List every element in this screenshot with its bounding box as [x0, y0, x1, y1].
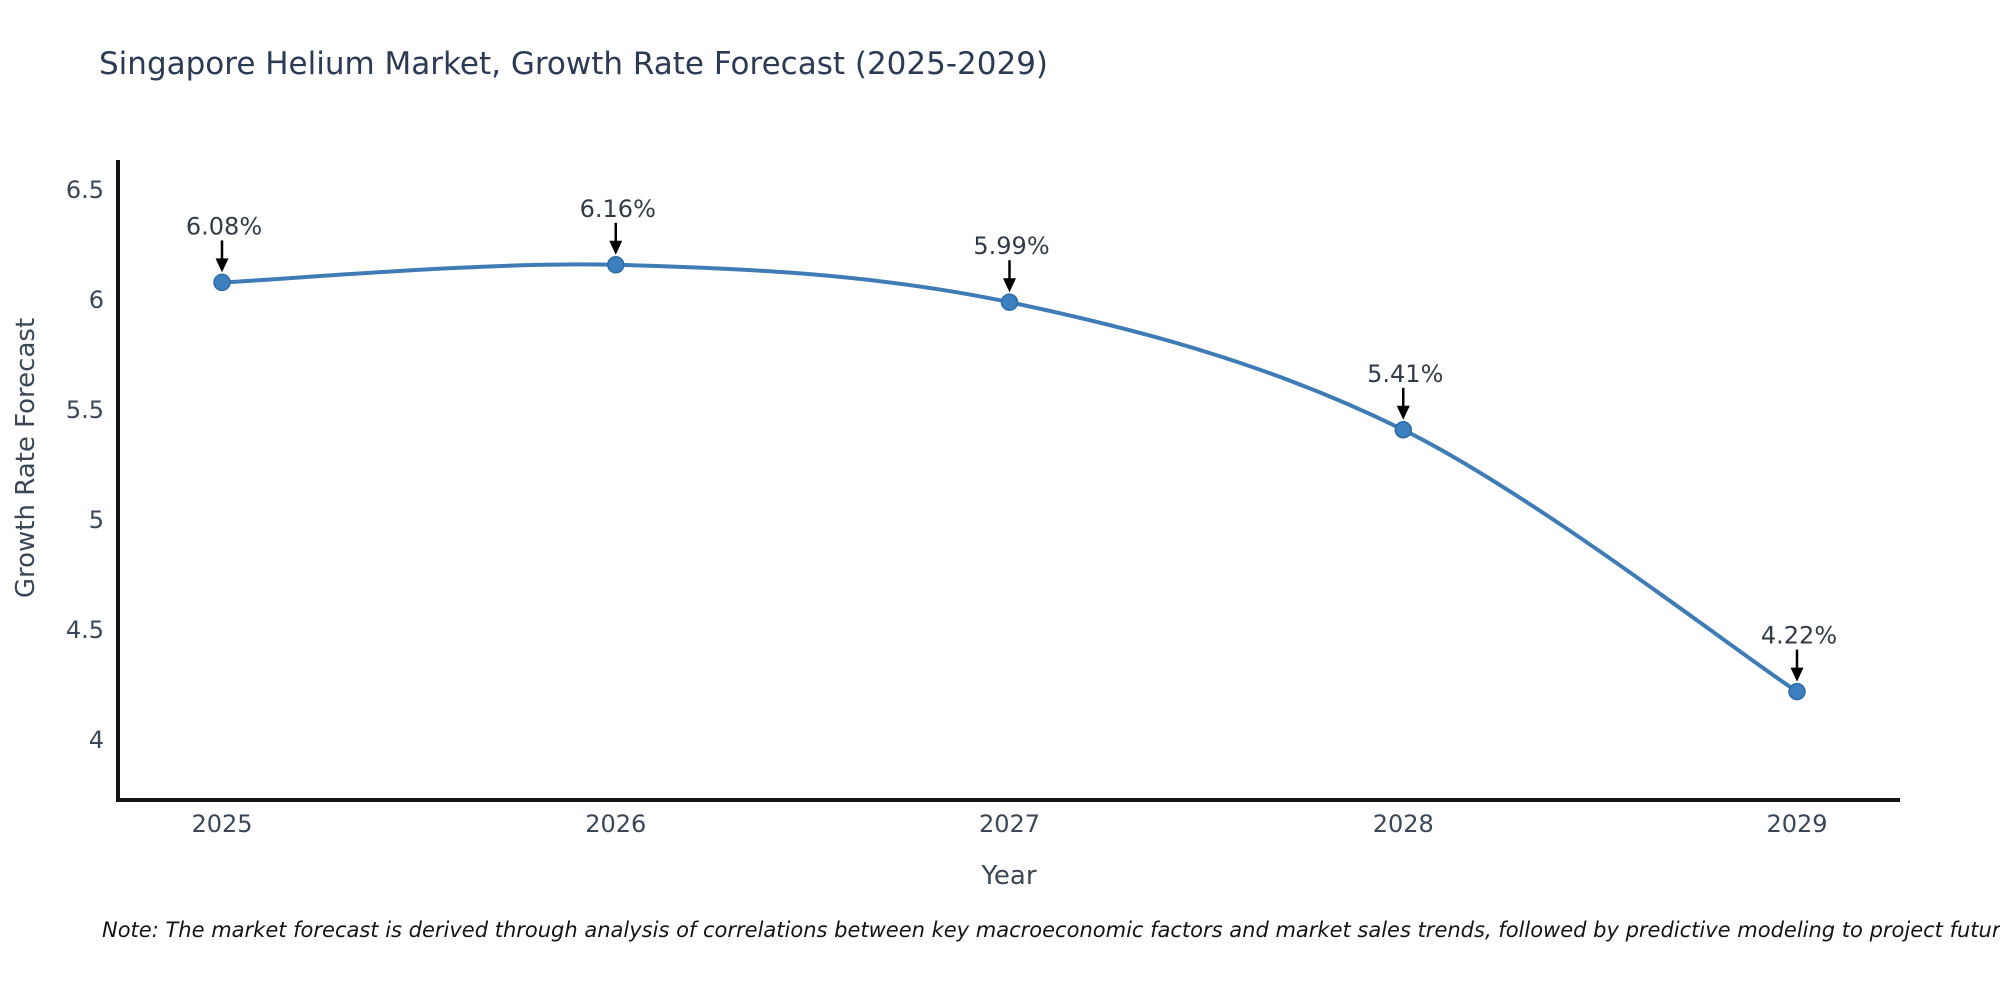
data-point-marker [1000, 293, 1019, 311]
y-tick-label: 6 [89, 286, 104, 314]
x-tick-label: 2028 [1373, 810, 1434, 838]
footnote: Note: The market forecast is derived thr… [102, 918, 2000, 942]
data-point-label: 5.99% [973, 232, 1049, 260]
data-point-label: 6.16% [580, 195, 656, 223]
trend-line [220, 262, 1799, 694]
annotation-arrowhead-icon [609, 240, 623, 255]
annotation-arrowhead-icon [1003, 278, 1016, 293]
data-point-marker [607, 256, 625, 274]
chart-title: Singapore Helium Market, Growth Rate For… [99, 46, 1049, 82]
data-point-label: 5.41% [1367, 360, 1443, 388]
x-tick-label: 2025 [191, 810, 252, 838]
y-tick-label: 5 [89, 506, 104, 534]
y-tick-label: 4 [89, 726, 104, 754]
y-tick-label: 4.5 [66, 616, 104, 644]
annotation-arrowhead-icon [215, 258, 229, 273]
x-tick-label: 2029 [1766, 810, 1827, 838]
data-point-label: 4.22% [1761, 622, 1837, 650]
y-tick-label: 6.5 [66, 176, 104, 204]
data-point-marker [213, 273, 231, 292]
data-point-marker [1394, 421, 1412, 439]
annotation-arrowhead-icon [1790, 667, 1804, 682]
y-axis-label: Growth Rate Forecast [11, 317, 41, 599]
x-tick-label: 2026 [585, 810, 646, 838]
data-point-label: 6.08% [186, 212, 262, 240]
x-tick-label: 2027 [979, 810, 1040, 838]
annotation-arrowhead-icon [1396, 405, 1410, 420]
data-point-marker [1788, 682, 1806, 701]
y-tick-label: 5.5 [66, 396, 104, 424]
x-axis-label: Year [981, 861, 1037, 891]
